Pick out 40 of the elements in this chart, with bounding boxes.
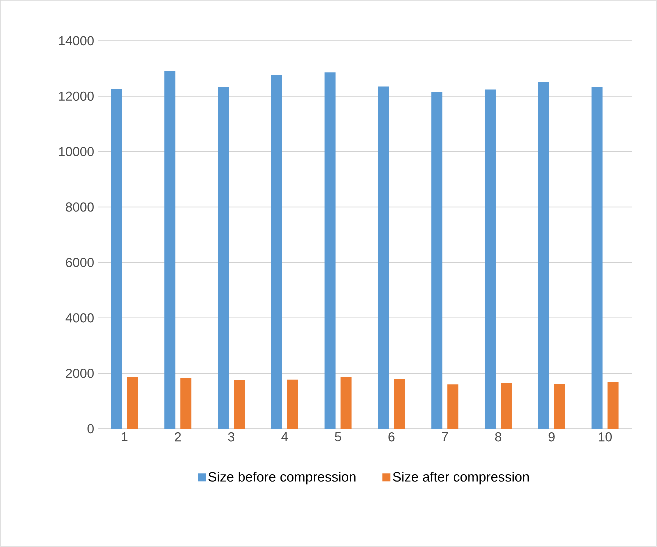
bar — [500, 384, 512, 429]
bar — [324, 72, 336, 429]
x-tick-label: 9 — [548, 432, 555, 442]
x-tick-label: 2 — [175, 432, 182, 442]
bar — [287, 380, 298, 429]
bar — [432, 92, 443, 429]
bar — [378, 86, 390, 429]
legend-label: Size before compression — [208, 472, 356, 485]
bar — [538, 82, 550, 429]
bar — [164, 71, 176, 429]
bar — [340, 377, 352, 429]
bar — [554, 384, 566, 429]
x-tick-label: 5 — [335, 432, 342, 442]
bar — [271, 75, 282, 429]
bar — [218, 87, 229, 429]
bar — [180, 378, 192, 429]
x-tick-label: 4 — [282, 432, 288, 442]
y-tick-label: 2000 — [66, 368, 94, 378]
bar — [448, 384, 459, 429]
legend-label: Size after compression — [393, 472, 530, 485]
x-tick-label: 10 — [599, 432, 612, 442]
y-tick-label: 12000 — [59, 92, 94, 102]
bar — [608, 382, 619, 429]
y-tick-label: 0 — [88, 424, 94, 434]
y-tick-label: 10000 — [59, 147, 94, 156]
bar — [394, 379, 406, 429]
y-tick-label: 4000 — [66, 314, 94, 323]
y-tick-label: 14000 — [59, 36, 94, 46]
x-tick-label: 6 — [388, 432, 395, 442]
y-tick-label: 6000 — [66, 258, 94, 268]
bar — [592, 88, 603, 429]
bar — [234, 380, 245, 429]
x-tick-label: 8 — [495, 432, 502, 442]
y-tick-label: 8000 — [66, 202, 94, 212]
x-tick-label: 1 — [122, 432, 128, 442]
x-tick-label: 3 — [228, 432, 235, 442]
bar — [484, 90, 496, 429]
bar — [127, 377, 138, 429]
bar — [111, 88, 122, 429]
x-tick-label: 7 — [442, 432, 448, 442]
